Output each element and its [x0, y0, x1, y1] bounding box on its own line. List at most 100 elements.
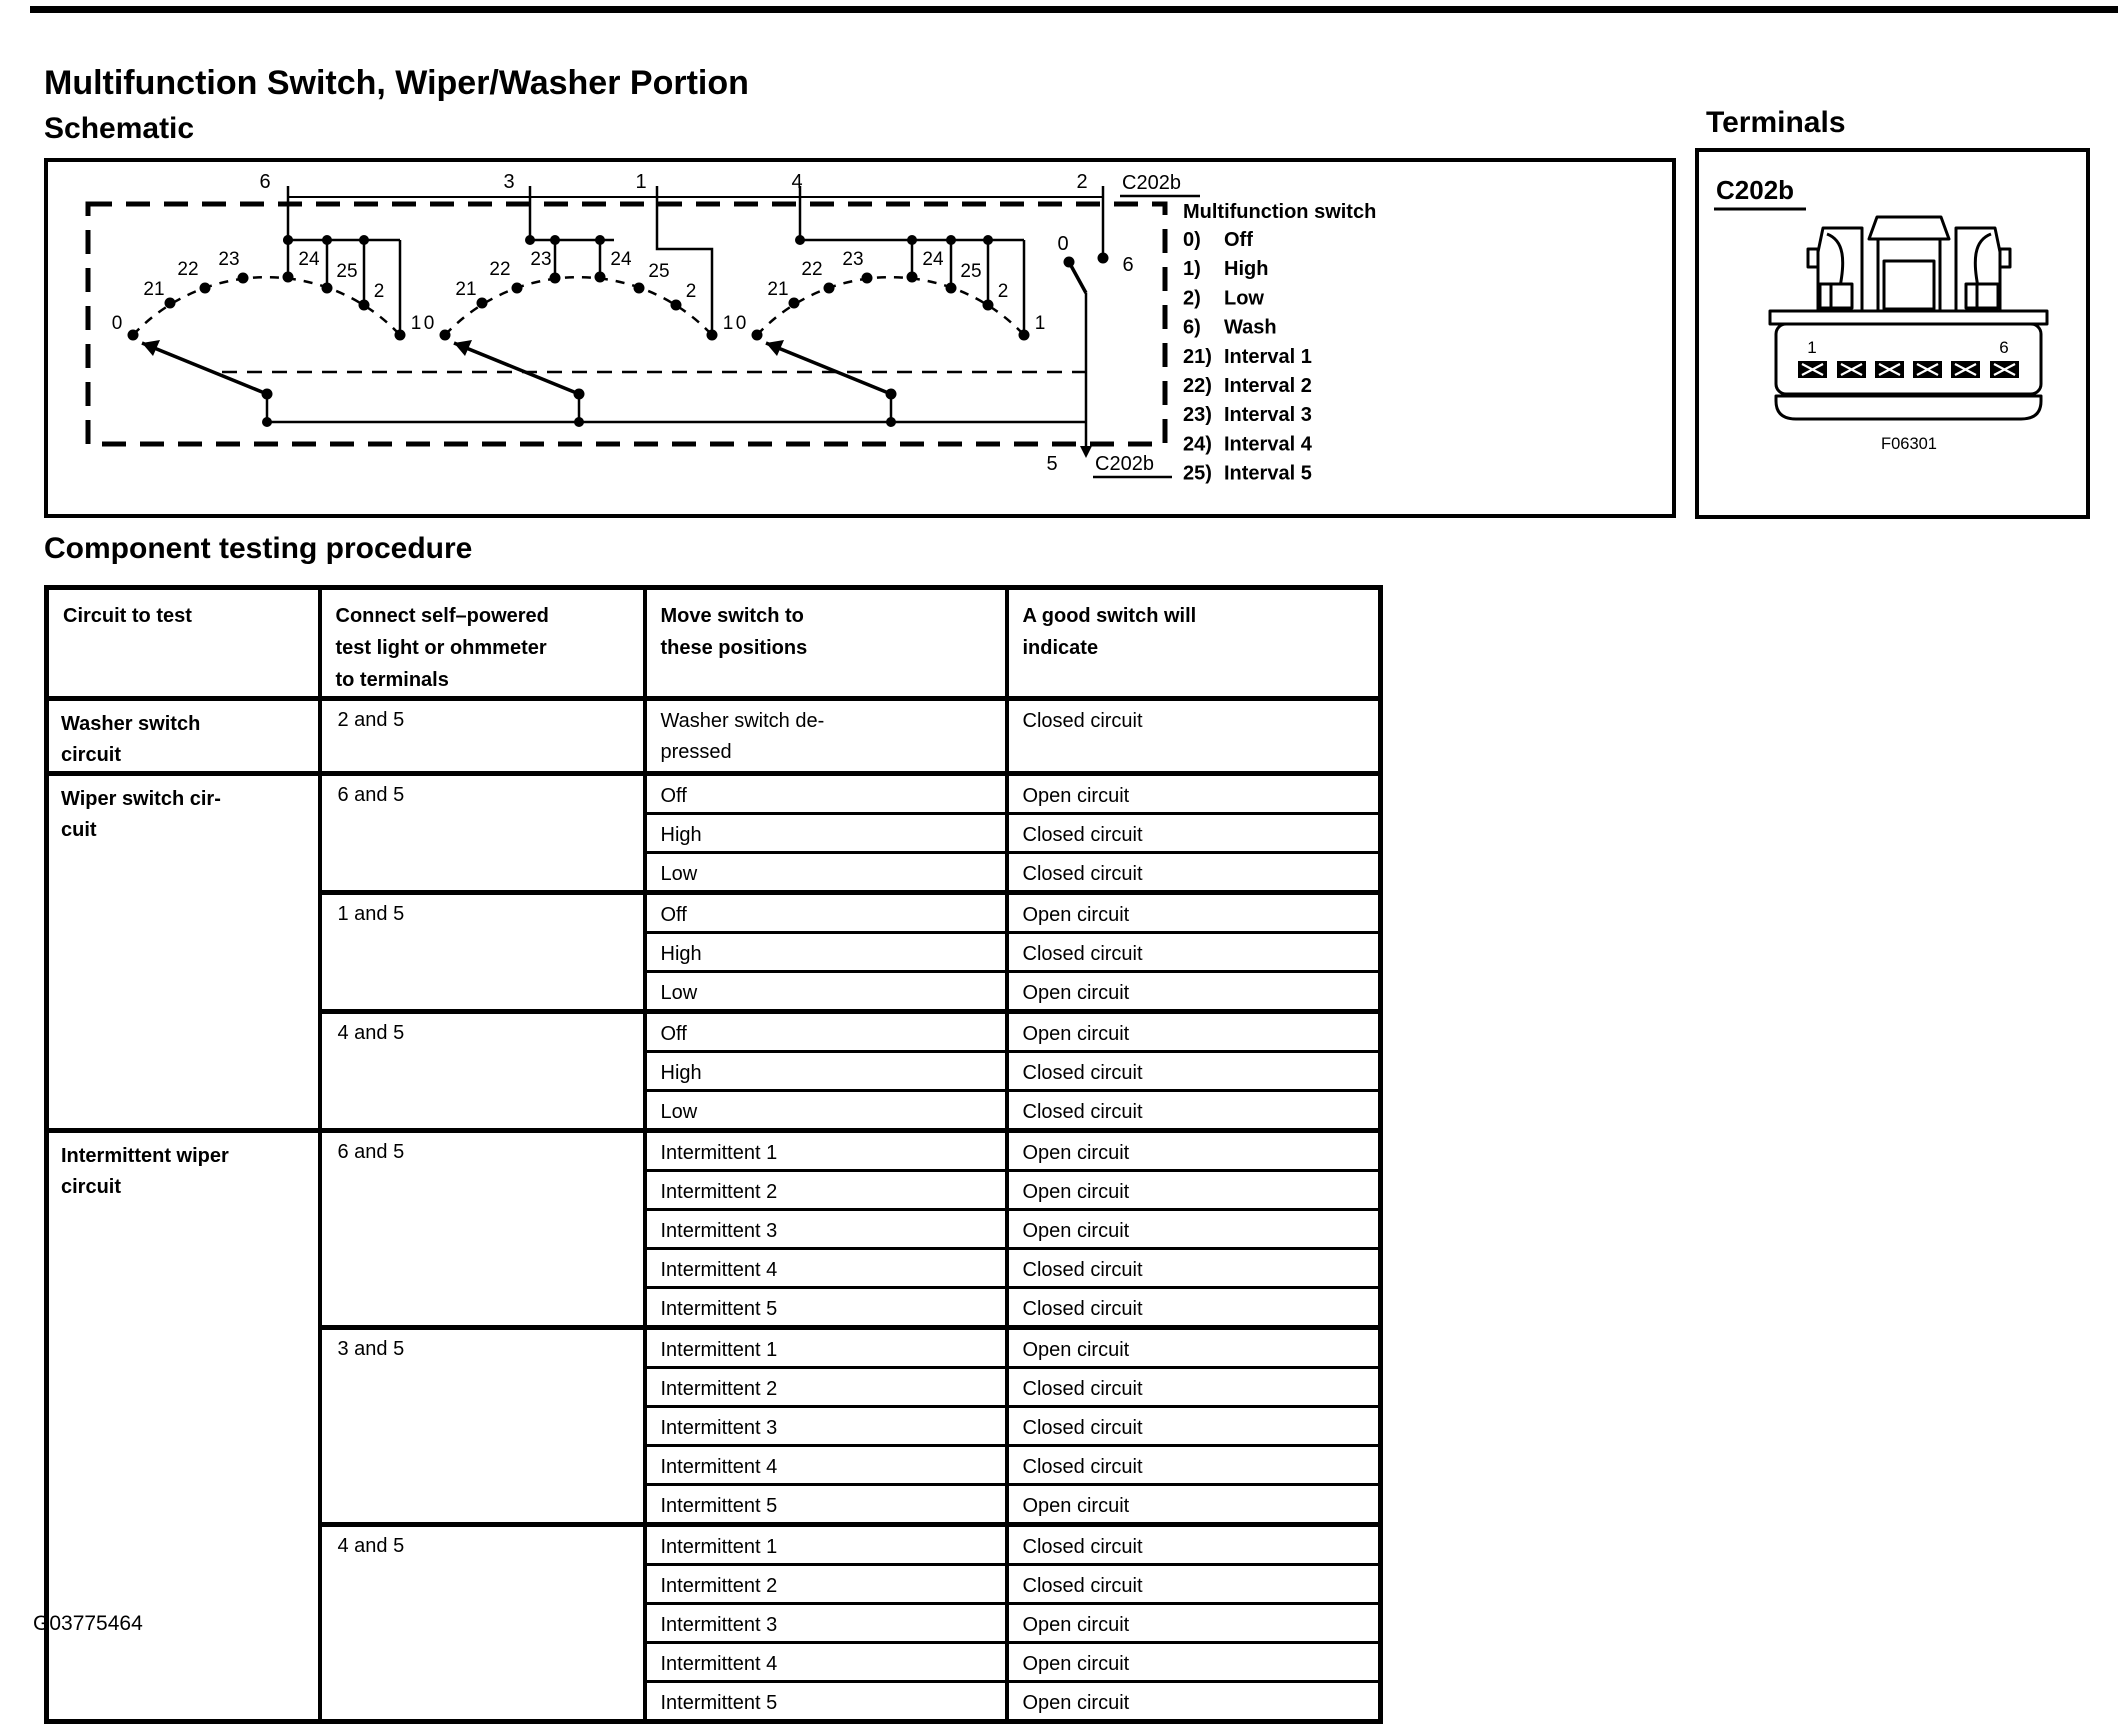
legend-value: Interval 2 — [1224, 375, 1312, 397]
switch-position-cell: Intermittent 5 — [642, 1483, 1009, 1526]
legend-value: Interval 4 — [1224, 433, 1313, 455]
terminals-cell: 2 and 5 — [317, 696, 647, 775]
junction-dot — [823, 282, 835, 294]
switch-position-cell: Intermittent 3 — [642, 1208, 1009, 1250]
switch-position-cell: High — [642, 812, 1009, 854]
contact-label-21: 21 — [455, 279, 476, 300]
legend-key: 0) — [1183, 229, 1201, 251]
switch-position-cell: Intermittent 5 — [642, 1286, 1009, 1329]
result-cell: Open circuit — [1004, 1009, 1383, 1053]
junction-dot — [861, 272, 873, 284]
table-row: Intermittent 2 Open circuit — [47, 1169, 1383, 1211]
table-row: High Closed circuit — [47, 1050, 1383, 1092]
arrowhead — [454, 340, 472, 356]
pin-label-3: 3 — [503, 171, 514, 193]
table-row: Low Closed circuit — [47, 851, 1383, 894]
switch-position-cell: Washer switch de-pressed — [642, 696, 1009, 775]
switch-position-cell: Intermittent 2 — [642, 1169, 1009, 1211]
junction-dot — [476, 297, 488, 309]
figure-id: G03775464 — [33, 1612, 143, 1635]
junction-dot — [751, 329, 763, 341]
legend-value: Off — [1224, 229, 1253, 251]
legend-key: 22) — [1183, 375, 1212, 397]
table-row: High Closed circuit — [47, 931, 1383, 973]
washer-arm — [1067, 261, 1088, 294]
result-cell: Open circuit — [1004, 1602, 1383, 1644]
result-cell: Open circuit — [1004, 1169, 1383, 1211]
junction-dot — [946, 235, 956, 245]
contact-label-2: 2 — [374, 281, 385, 302]
switch-position-cell: Intermittent 4 — [642, 1444, 1009, 1486]
latch-window — [1882, 259, 1936, 311]
switch-position-cell: Low — [642, 970, 1009, 1013]
terminals-cell: 4 and 5 — [317, 1009, 647, 1132]
switch-position-cell: Low — [642, 1089, 1009, 1132]
table-row: Intermittent 3 Closed circuit — [47, 1405, 1383, 1447]
lock-block — [1964, 282, 2000, 310]
contact-label-25: 25 — [960, 261, 981, 282]
pin-label-6: 6 — [259, 171, 270, 193]
legend-value: Interval 5 — [1224, 463, 1312, 485]
side-ear — [1806, 247, 1820, 269]
table-row: Intermittent 5 Closed circuit — [47, 1286, 1383, 1329]
contact-label-1: 1 — [723, 313, 734, 334]
contact-label-1: 1 — [411, 313, 422, 334]
legend-title: Multifunction switch — [1183, 201, 1376, 223]
legend-value: Interval 1 — [1224, 346, 1312, 368]
terminals-cell: 3 and 5 — [317, 1325, 647, 1526]
table-row: Wiper switch cir-cuit 6 and 5 Off Open circ… — [44, 771, 1383, 1132]
pin-label-1: 1 — [635, 171, 646, 193]
contact-label-2: 2 — [686, 281, 697, 302]
contact-label-23: 23 — [530, 249, 551, 270]
result-cell: Closed circuit — [1004, 1405, 1383, 1447]
legend-key: 21) — [1183, 346, 1212, 368]
result-cell: Closed circuit — [1004, 851, 1383, 894]
contact-label-24: 24 — [922, 249, 944, 270]
legend-key: 1) — [1183, 258, 1201, 280]
contact-label-24: 24 — [298, 249, 320, 270]
switch-position-cell: Intermittent 1 — [642, 1325, 1009, 1369]
switch-position-cell: High — [642, 1050, 1009, 1092]
connector-label-top: C202b — [1122, 172, 1181, 194]
col-header-terminals: Connect self–powered test light or ohmmet… — [317, 586, 647, 701]
arrowhead — [142, 340, 160, 356]
switch-position-cell: Intermittent 3 — [642, 1405, 1009, 1447]
result-cell: Open circuit — [1004, 1128, 1383, 1172]
legend-key: 23) — [1183, 404, 1212, 426]
junction-dot — [525, 235, 535, 245]
result-cell: Open circuit — [1004, 890, 1383, 934]
legend-key: 6) — [1183, 317, 1201, 339]
connector-lip — [1774, 394, 2043, 421]
junction-dot — [795, 235, 805, 245]
switch-position-cell: Intermittent 1 — [642, 1522, 1009, 1566]
terminals-heading: Terminals — [1706, 106, 1846, 139]
junction-dot — [706, 329, 718, 341]
contact-label-22: 22 — [177, 259, 198, 280]
junction-dot — [550, 235, 560, 245]
junction-dot — [983, 235, 993, 245]
schematic-heading: Schematic — [44, 112, 195, 145]
contact-label-0: 0 — [736, 313, 747, 334]
table-row: Intermittent 3 Open circuit — [47, 1602, 1383, 1644]
pin-label-2: 2 — [1076, 171, 1087, 193]
side-ear — [1998, 247, 2012, 269]
wiper-arm — [765, 341, 892, 396]
contact-label-22: 22 — [801, 259, 822, 280]
legend-value: Low — [1224, 287, 1264, 309]
wash-contact-label-6: 6 — [1122, 254, 1133, 276]
contact-label-25: 25 — [648, 261, 669, 282]
table-row: Low Closed circuit — [47, 1089, 1383, 1132]
contact-label-21: 21 — [143, 279, 164, 300]
switch-position-cell: High — [642, 931, 1009, 973]
junction-dot — [322, 235, 332, 245]
junction-dot — [907, 235, 917, 245]
junction-dot — [788, 297, 800, 309]
switch-position-cell: Low — [642, 851, 1009, 894]
contact-label-1: 1 — [1035, 313, 1046, 334]
pin-label-4: 4 — [791, 171, 802, 193]
result-cell: Closed circuit — [1004, 1563, 1383, 1605]
result-cell: Open circuit — [1004, 771, 1383, 815]
switch-position-cell: Off — [642, 1009, 1009, 1053]
junction-dot — [511, 282, 523, 294]
wiper-arm — [141, 341, 268, 396]
